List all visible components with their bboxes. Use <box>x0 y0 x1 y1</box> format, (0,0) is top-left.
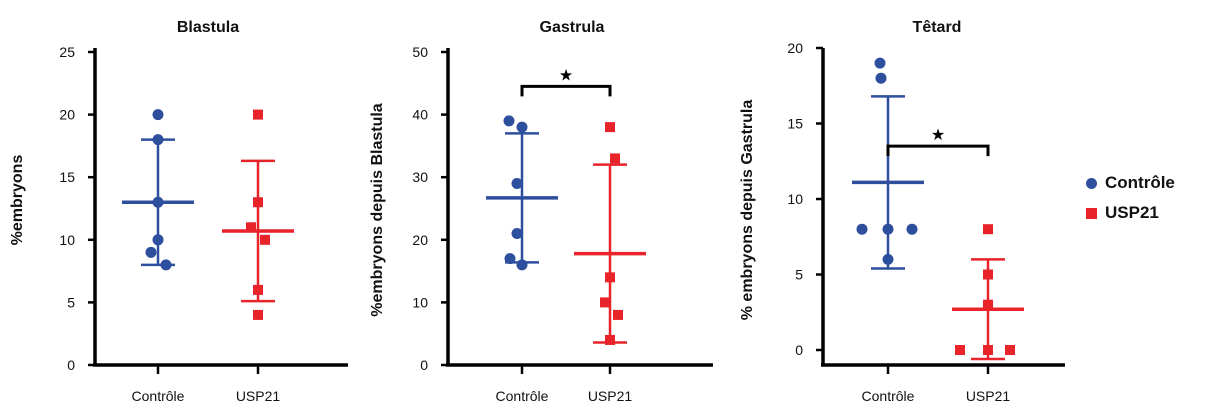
legend: Contrôle USP21 <box>1086 168 1204 228</box>
data-point <box>253 109 263 120</box>
y-axis-label: % embryons depuis Gastrula <box>739 100 756 321</box>
chart-panel-2: Gastrula %embryons depuis Blastula 0 10 20 30… <box>369 19 713 404</box>
data-point <box>511 228 523 240</box>
data-point <box>1005 345 1015 355</box>
data-point <box>605 272 615 283</box>
y-tick-label: 15 <box>59 169 75 185</box>
data-point <box>253 284 263 295</box>
data-point <box>253 309 263 320</box>
data-point <box>875 72 887 84</box>
y-tick-label: 10 <box>59 232 75 248</box>
data-point <box>152 196 164 208</box>
y-tick-label: 20 <box>787 40 803 56</box>
y-tick-label: 40 <box>412 107 428 123</box>
legend-item-control: Contrôle <box>1086 168 1204 198</box>
significance-star: ★ <box>559 65 573 84</box>
legend-item-usp21: USP21 <box>1086 198 1204 228</box>
y-tick-label: 10 <box>412 294 428 310</box>
data-point <box>955 345 965 355</box>
legend-label-usp21: USP21 <box>1105 203 1159 222</box>
y-tick-label: 0 <box>420 357 428 373</box>
data-point <box>160 259 172 271</box>
data-point <box>504 253 516 265</box>
x-tick-label: USP21 <box>236 388 281 404</box>
data-point <box>882 223 894 235</box>
significance-bracket <box>886 144 990 157</box>
data-point <box>874 57 886 69</box>
data-point <box>906 223 918 235</box>
y-tick-label: 0 <box>67 357 75 373</box>
chart-title: Blastula <box>177 19 239 36</box>
data-point <box>253 197 263 208</box>
data-point <box>983 224 993 235</box>
data-point <box>610 153 620 164</box>
legend-label-control: Contrôle <box>1105 173 1175 192</box>
data-point <box>246 222 256 233</box>
y-tick-label: 10 <box>787 191 803 207</box>
y-tick-label: 20 <box>412 232 428 248</box>
data-point <box>882 253 894 265</box>
chart-title: Gastrula <box>540 19 605 36</box>
data-point <box>605 122 615 133</box>
x-tick-label: USP21 <box>966 388 1011 404</box>
data-point <box>145 246 157 258</box>
data-point <box>516 121 528 133</box>
data-point <box>503 115 515 127</box>
x-tick-label: Contrôle <box>132 388 185 404</box>
data-point <box>152 234 164 246</box>
significance-bracket <box>520 84 612 97</box>
y-axis-label: %embryons depuis Blastula <box>369 103 386 316</box>
data-point <box>152 134 164 146</box>
chart-title: Têtard <box>913 19 962 36</box>
y-tick-label: 5 <box>67 294 75 310</box>
data-point <box>983 269 993 280</box>
y-tick-label: 0 <box>795 342 803 358</box>
x-tick-label: USP21 <box>588 388 633 404</box>
data-point <box>613 309 623 320</box>
significance-star: ★ <box>931 125 945 144</box>
y-tick-label: 15 <box>787 116 803 132</box>
y-tick-label: 50 <box>412 44 428 60</box>
data-point <box>983 299 993 310</box>
y-tick-label: 30 <box>412 169 428 185</box>
data-point <box>260 234 270 245</box>
data-point <box>600 297 610 308</box>
data-point <box>856 223 868 235</box>
data-point <box>152 109 164 121</box>
chart-panel-3: Têtard % embryons depuis Gastrula 0 5 10 15 20… <box>739 19 1065 404</box>
x-tick-label: Contrôle <box>496 388 549 404</box>
data-point <box>605 334 615 345</box>
y-tick-label: 20 <box>59 107 75 123</box>
y-axis-label: %embryons <box>9 155 26 246</box>
data-point <box>511 177 523 189</box>
legend-swatch-usp21 <box>1086 207 1097 219</box>
chart-panel-1: Blastula %embryons 0 5 10 15 20 25 Contrôle USP21 <box>9 19 348 404</box>
legend-swatch-control <box>1086 177 1097 189</box>
y-tick-label: 5 <box>795 267 803 283</box>
data-point <box>516 259 528 271</box>
data-point <box>983 345 993 355</box>
x-tick-label: Contrôle <box>862 388 915 404</box>
y-tick-label: 25 <box>59 44 75 60</box>
